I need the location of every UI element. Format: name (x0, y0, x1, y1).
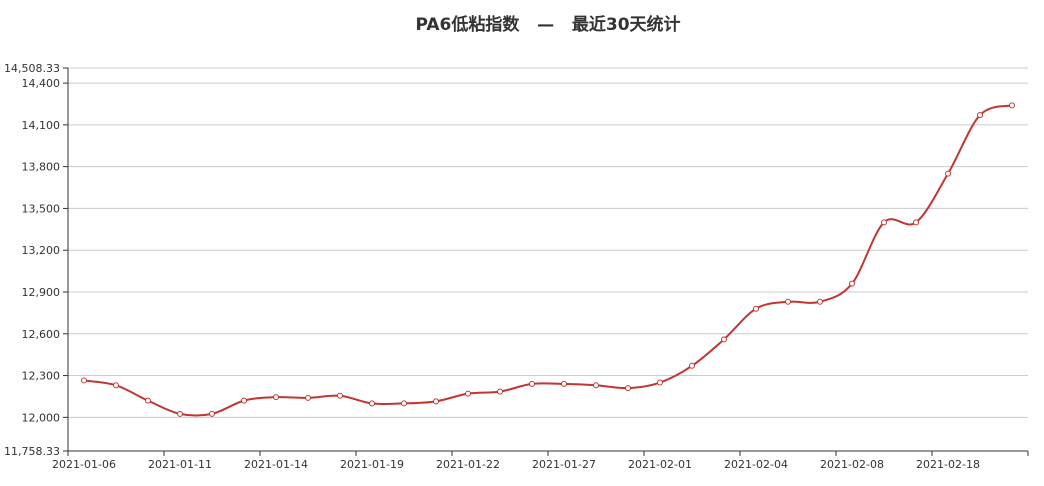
x-tick-label: 2021-01-11 (148, 458, 212, 471)
y-tick-label: 12,000 (22, 411, 61, 424)
data-point[interactable] (561, 380, 567, 387)
y-tick-label: 11,758.33 (4, 445, 60, 458)
data-point[interactable] (1009, 102, 1015, 109)
data-point[interactable] (209, 410, 215, 417)
y-tick-label: 13,200 (22, 244, 61, 257)
series-line (83, 104, 1013, 417)
y-tick-label: 14,100 (22, 119, 61, 132)
x-tick-label: 2021-02-08 (820, 458, 884, 471)
data-point[interactable] (881, 219, 887, 226)
data-point[interactable] (689, 362, 695, 369)
data-point[interactable] (465, 390, 471, 397)
y-tick-label: 14,400 (22, 77, 61, 90)
data-point[interactable] (753, 305, 759, 312)
x-tick-label: 2021-01-22 (436, 458, 500, 471)
data-point[interactable] (785, 298, 791, 305)
data-point[interactable] (913, 219, 919, 226)
data-point[interactable] (977, 112, 983, 119)
data-point[interactable] (945, 170, 951, 177)
y-tick-label: 13,500 (22, 202, 61, 215)
data-point[interactable] (113, 382, 119, 389)
x-tick-label: 2021-01-14 (244, 458, 308, 471)
data-point[interactable] (433, 398, 439, 405)
data-point[interactable] (145, 397, 151, 404)
y-tick-label: 12,900 (22, 286, 61, 299)
data-point[interactable] (849, 280, 855, 287)
y-tick-label: 12,300 (22, 370, 61, 383)
data-point[interactable] (273, 394, 279, 401)
data-point[interactable] (593, 382, 599, 389)
data-point[interactable] (369, 400, 375, 407)
x-tick-label: 2021-01-27 (532, 458, 596, 471)
x-tick-label: 2021-02-18 (916, 458, 980, 471)
data-point[interactable] (337, 392, 343, 399)
data-point[interactable] (529, 380, 535, 387)
data-point[interactable] (177, 410, 183, 417)
data-point[interactable] (497, 388, 503, 395)
data-point[interactable] (817, 298, 823, 305)
data-point[interactable] (625, 385, 631, 392)
data-point[interactable] (305, 394, 311, 401)
data-point[interactable] (657, 379, 663, 386)
data-point[interactable] (241, 397, 247, 404)
data-point[interactable] (401, 400, 407, 407)
data-point[interactable] (81, 377, 87, 384)
y-tick-label: 13,800 (22, 161, 61, 174)
y-tick-label: 14,508.33 (4, 62, 60, 75)
chart-title: PA6低粘指数 — 最近30天统计 (415, 15, 681, 35)
x-tick-label: 2021-02-04 (724, 458, 788, 471)
x-tick-label: 2021-01-06 (52, 458, 116, 471)
x-tick-label: 2021-02-01 (628, 458, 692, 471)
y-tick-label: 12,600 (22, 328, 61, 341)
x-tick-label: 2021-01-19 (340, 458, 404, 471)
data-point[interactable] (721, 336, 727, 343)
